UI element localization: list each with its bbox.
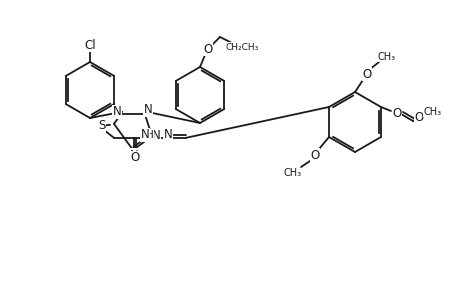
Text: N: N [163,128,172,141]
Text: N: N [129,148,138,161]
Text: S: S [98,119,106,132]
Text: CH₃: CH₃ [283,168,302,178]
Text: O: O [203,43,212,56]
Text: CH₃: CH₃ [423,107,441,117]
Text: CH₂CH₃: CH₂CH₃ [225,43,258,52]
Text: N: N [143,103,152,116]
Text: CH₃: CH₃ [377,52,395,62]
Text: O: O [310,148,319,161]
Text: O: O [362,68,371,80]
Text: H: H [146,130,153,140]
Text: Cl: Cl [84,38,95,52]
Text: O: O [130,151,139,164]
Text: O: O [392,106,401,119]
Text: N: N [112,105,121,118]
Text: N: N [151,129,160,142]
Text: O: O [414,110,423,124]
Text: N: N [140,128,149,141]
